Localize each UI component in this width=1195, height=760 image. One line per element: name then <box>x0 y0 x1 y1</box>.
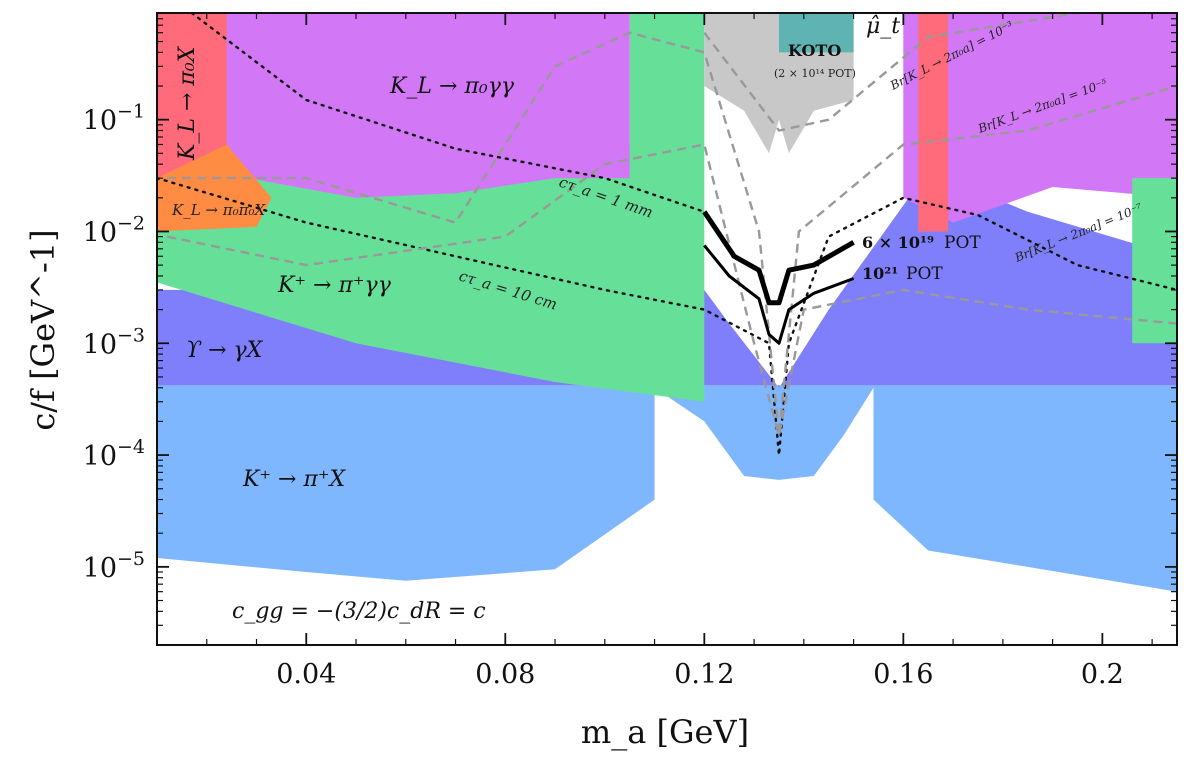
x-tick-label: 0.12 <box>674 659 734 690</box>
y-tick-exponent: −3 <box>117 324 145 346</box>
plot-frame <box>156 12 1178 646</box>
region-kl-0x-high-mass <box>918 13 949 232</box>
x-tick-label: 0.08 <box>475 659 535 690</box>
label-upsilon-gammax: ϒ → γX <box>186 338 264 363</box>
label-kplus-pix: K⁺ → π⁺X <box>242 467 347 492</box>
x-axis-label: m_a [GeV] <box>581 713 749 751</box>
y-tick-exponent: −1 <box>117 101 145 123</box>
br-contour-0 <box>703 13 1078 132</box>
x-tick-label: 0.16 <box>873 659 933 690</box>
y-axis-label: c/f [GeV^-1] <box>24 229 62 430</box>
y-tick-exponent: −5 <box>117 548 145 570</box>
label-proj-1e21-pot: POT <box>906 264 943 284</box>
label-proj-1e21: 10²¹ <box>862 264 898 283</box>
label-proj-6e19: 6 × 10¹⁹ <box>862 233 934 252</box>
contour-lines <box>157 13 1177 456</box>
label-kl-pi0pi0x: K_L → π₀π₀X <box>171 201 267 219</box>
projection-curve-0 <box>702 210 855 306</box>
region-k-x-high-mass-strip <box>1132 178 1177 344</box>
region-k-x <box>157 385 1177 592</box>
br-contour-2 <box>166 143 1177 436</box>
label-kl-pi0gammagamma: K_L → π₀γγ <box>389 74 515 99</box>
projection-curve-1 <box>703 244 855 345</box>
region-kl-0-0x <box>157 144 272 232</box>
y-tick-exponent: −4 <box>117 436 145 458</box>
y-tick-exponent: −2 <box>117 212 145 234</box>
label-kplus-pigammagamma: K⁺ → π⁺γγ <box>277 273 392 298</box>
projection-curves <box>702 210 855 345</box>
excluded-regions <box>157 13 1177 592</box>
x-tick-label: 0.2 <box>1081 659 1124 690</box>
label-proj-6e19-pot: POT <box>944 233 981 253</box>
lifetime-contour-0 <box>190 13 706 213</box>
region-k <box>157 13 705 402</box>
label-mu-t: μ̂_t <box>866 14 900 39</box>
region-kl-0-high-mass <box>903 13 1177 223</box>
label-kl-pi0x: K_L → π₀X <box>175 45 200 161</box>
y-tick-label: 10 <box>83 553 117 584</box>
y-tick-label: 10 <box>83 106 117 137</box>
y-tick-label: 10 <box>83 217 117 248</box>
region-mu-t <box>779 13 854 53</box>
region-kl-0 <box>206 13 630 198</box>
x-tick-label: 0.04 <box>276 659 336 690</box>
y-tick-label: 10 <box>83 441 117 472</box>
annotation-coupling: c_gg = −(3/2)c_dR = c <box>232 599 486 624</box>
region-kl-0x <box>157 13 227 179</box>
axis-ticks: 0.04 0.08 0.12 0.16 0.210−510−410−310−210−1 <box>83 13 1177 690</box>
y-tick-label: 10 <box>83 329 117 360</box>
label-koto-pot: (2 × 10¹⁴ POT) <box>774 67 856 80</box>
lifetime-contour-1 <box>157 176 1177 456</box>
label-koto: KOTO <box>788 41 841 60</box>
